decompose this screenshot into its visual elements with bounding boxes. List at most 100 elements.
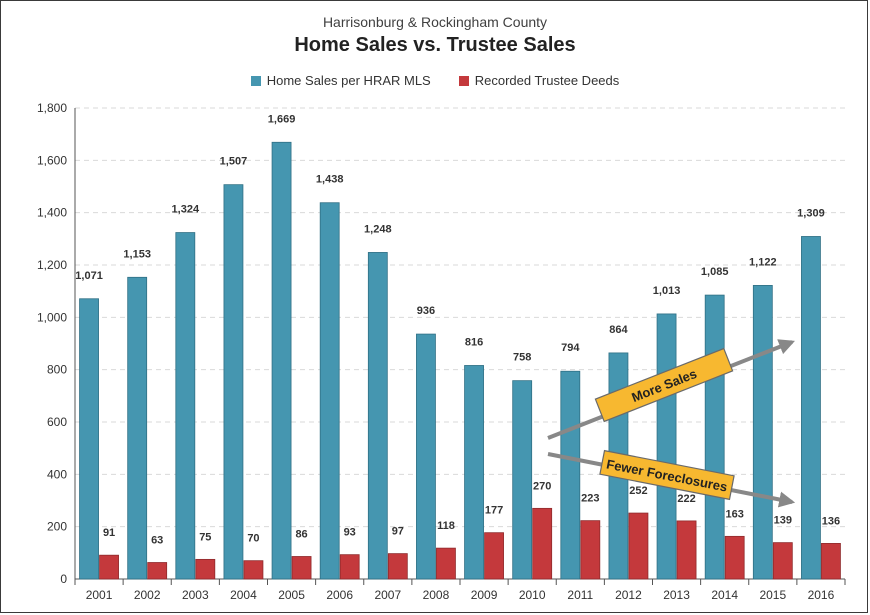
data-label-home-sales: 758 bbox=[513, 352, 531, 364]
bar-trustee-deeds bbox=[484, 532, 504, 580]
bar-trustee-deeds bbox=[532, 507, 553, 580]
data-label-home-sales: 1,071 bbox=[75, 270, 103, 282]
bar-trustee-deeds bbox=[147, 562, 168, 580]
bar-home-sales bbox=[367, 252, 388, 580]
bar-home-sales bbox=[656, 313, 677, 580]
bar-trustee-deeds bbox=[99, 554, 119, 580]
data-label-home-sales: 794 bbox=[561, 342, 580, 354]
data-label-home-sales: 1,248 bbox=[364, 223, 392, 235]
fewer-foreclosures-banner-box bbox=[599, 449, 735, 501]
data-label-trustee-deeds: 75 bbox=[199, 531, 211, 543]
data-label-home-sales: 816 bbox=[465, 336, 483, 348]
bar-home-sales bbox=[127, 276, 148, 580]
y-tick-label: 200 bbox=[47, 520, 67, 534]
x-tick-label: 2002 bbox=[134, 588, 161, 602]
data-label-home-sales: 1,309 bbox=[797, 207, 825, 219]
x-tick-label: 2004 bbox=[230, 588, 257, 602]
y-tick-label: 1,000 bbox=[37, 310, 67, 324]
data-label-trustee-deeds: 222 bbox=[677, 493, 695, 505]
bar-home-sales bbox=[704, 294, 725, 580]
bar-trustee-deeds bbox=[436, 547, 456, 580]
data-label-trustee-deeds: 118 bbox=[437, 520, 455, 532]
y-tick-label: 0 bbox=[60, 572, 67, 586]
more-sales-banner-box bbox=[594, 347, 734, 423]
legend-swatch-home-sales bbox=[250, 75, 261, 86]
bar-trustee-deeds bbox=[339, 554, 360, 580]
data-label-trustee-deeds: 93 bbox=[344, 527, 356, 539]
data-label-home-sales: 1,013 bbox=[653, 285, 681, 297]
legend-item-home-sales: Home Sales per HRAR MLS bbox=[250, 73, 431, 88]
data-label-home-sales: 1,085 bbox=[701, 266, 729, 278]
data-label-home-sales: 1,507 bbox=[220, 156, 248, 168]
x-tick-label: 2003 bbox=[182, 588, 209, 602]
y-tick-label: 600 bbox=[47, 415, 67, 429]
legend-swatch-trustee-deeds bbox=[458, 75, 469, 86]
data-label-trustee-deeds: 136 bbox=[822, 515, 840, 527]
x-tick-label: 2014 bbox=[711, 588, 738, 602]
data-label-trustee-deeds: 163 bbox=[726, 508, 744, 520]
x-tick-label: 2005 bbox=[278, 588, 305, 602]
bar-trustee-deeds bbox=[676, 520, 697, 580]
data-label-home-sales: 936 bbox=[417, 305, 435, 317]
data-label-home-sales: 1,669 bbox=[268, 113, 296, 125]
bar-home-sales bbox=[752, 285, 773, 580]
data-label-trustee-deeds: 97 bbox=[392, 526, 404, 538]
legend-item-trustee-deeds: Recorded Trustee Deeds bbox=[458, 73, 620, 88]
data-label-home-sales: 1,438 bbox=[316, 174, 344, 186]
x-tick-label: 2006 bbox=[326, 588, 353, 602]
bar-home-sales bbox=[512, 380, 533, 580]
x-tick-label: 2013 bbox=[663, 588, 690, 602]
bar-trustee-deeds bbox=[291, 556, 312, 580]
bar-trustee-deeds bbox=[628, 512, 649, 580]
data-label-trustee-deeds: 252 bbox=[629, 485, 647, 497]
bar-trustee-deeds bbox=[243, 560, 264, 580]
data-label-trustee-deeds: 177 bbox=[485, 505, 503, 517]
bar-home-sales bbox=[175, 232, 196, 580]
data-label-home-sales: 1,324 bbox=[172, 204, 200, 216]
y-tick-label: 1,800 bbox=[37, 101, 67, 115]
data-label-trustee-deeds: 63 bbox=[151, 535, 163, 547]
chart-subtitle: Harrisonburg & Rockingham County bbox=[322, 14, 548, 30]
y-tick-label: 400 bbox=[47, 467, 67, 481]
bar-home-sales bbox=[560, 370, 581, 580]
data-label-home-sales: 864 bbox=[609, 324, 628, 336]
x-tick-label: 2016 bbox=[808, 588, 835, 602]
data-label-home-sales: 1,122 bbox=[749, 256, 777, 268]
data-label-trustee-deeds: 91 bbox=[103, 527, 115, 539]
y-tick-label: 800 bbox=[47, 363, 67, 377]
bar-trustee-deeds bbox=[821, 543, 841, 580]
y-tick-label: 1,400 bbox=[37, 206, 67, 220]
data-label-trustee-deeds: 270 bbox=[533, 480, 551, 492]
chart-legend: Home Sales per HRAR MLS Recorded Trustee… bbox=[0, 73, 870, 88]
bar-trustee-deeds bbox=[387, 553, 408, 580]
data-label-trustee-deeds: 223 bbox=[581, 493, 599, 505]
chart-title: Home Sales vs. Trustee Sales bbox=[294, 34, 576, 56]
bar-trustee-deeds bbox=[772, 542, 793, 580]
bar-trustee-deeds bbox=[195, 558, 216, 580]
bar-home-sales bbox=[801, 236, 821, 580]
x-tick-label: 2008 bbox=[423, 588, 450, 602]
y-tick-label: 1,600 bbox=[37, 153, 67, 167]
bar-trustee-deeds bbox=[724, 535, 745, 580]
data-label-trustee-deeds: 139 bbox=[774, 515, 792, 527]
x-tick-label: 2011 bbox=[567, 588, 593, 602]
x-tick-label: 2015 bbox=[759, 588, 786, 602]
legend-label-home-sales: Home Sales per HRAR MLS bbox=[266, 73, 431, 88]
bar-home-sales bbox=[464, 365, 484, 580]
bar-home-sales bbox=[79, 298, 99, 580]
bar-home-sales bbox=[416, 333, 436, 580]
data-label-home-sales: 1,153 bbox=[123, 248, 151, 260]
x-tick-label: 2009 bbox=[471, 588, 498, 602]
data-label-trustee-deeds: 86 bbox=[295, 528, 307, 540]
legend-label-trustee-deeds: Recorded Trustee Deeds bbox=[474, 73, 620, 88]
x-tick-label: 2012 bbox=[615, 588, 642, 602]
bar-home-sales bbox=[319, 202, 340, 580]
x-tick-label: 2010 bbox=[519, 588, 546, 602]
x-tick-label: 2001 bbox=[86, 588, 113, 602]
y-tick-label: 1,200 bbox=[37, 258, 67, 272]
bar-home-sales bbox=[223, 184, 244, 580]
bar-trustee-deeds bbox=[580, 520, 601, 580]
bar-home-sales bbox=[271, 141, 292, 580]
x-tick-label: 2007 bbox=[374, 588, 401, 602]
